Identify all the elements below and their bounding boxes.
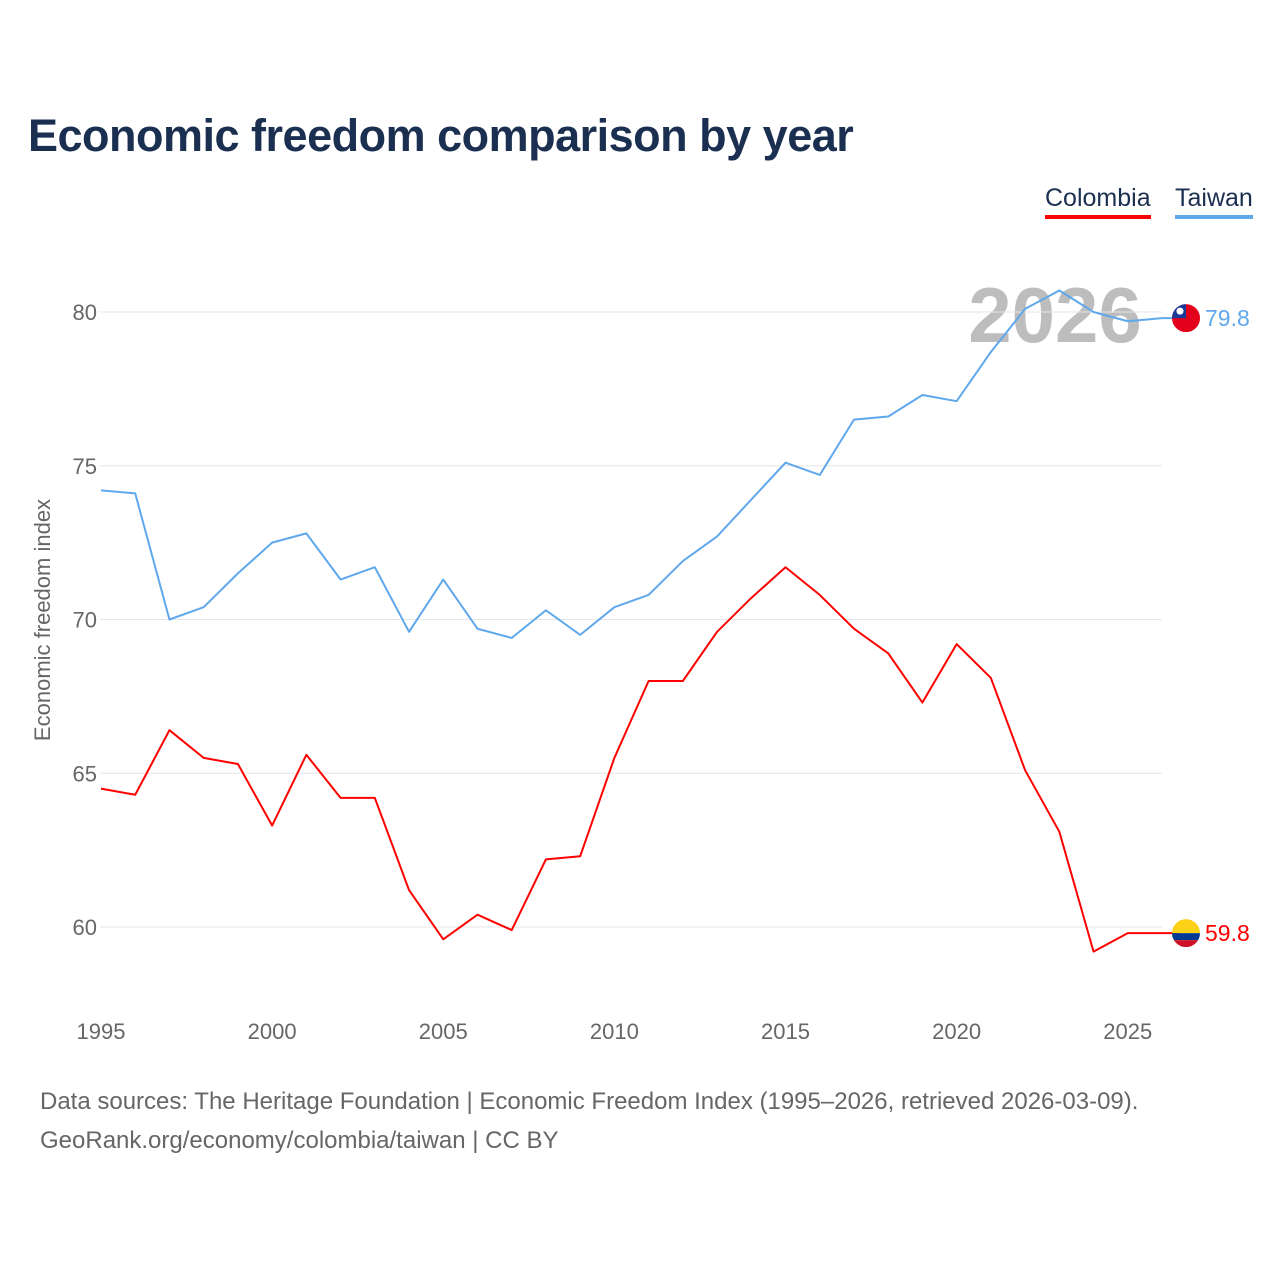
chart-title: Economic freedom comparison by year [28, 110, 854, 161]
source-line-1: Data sources: The Heritage Foundation | … [40, 1088, 1139, 1115]
x-tick-label: 2005 [419, 1019, 468, 1044]
y-tick-label: 80 [73, 300, 97, 325]
taiwan-flag-icon [1172, 304, 1200, 333]
colombia-flag-icon [1172, 919, 1200, 948]
end-value-label: 59.8 [1205, 920, 1250, 946]
watermark-year: 2026 [968, 271, 1142, 359]
y-tick-label: 75 [73, 454, 97, 479]
series-line-colombia [100, 566, 1162, 953]
y-tick-label: 60 [73, 915, 97, 940]
x-tick-label: 2010 [590, 1019, 639, 1044]
x-tick-label: 2015 [761, 1019, 810, 1044]
y-tick-label: 70 [73, 608, 97, 633]
series-line-taiwan [100, 289, 1163, 639]
end-value-label: 79.8 [1205, 305, 1250, 331]
y-axis-label: Economic freedom index [30, 499, 55, 741]
legend-taiwan[interactable]: Taiwan [1175, 184, 1253, 219]
y-tick-label: 65 [73, 761, 97, 786]
legend-colombia[interactable]: Colombia [1045, 184, 1151, 219]
x-tick-label: 1995 [77, 1019, 126, 1044]
x-tick-label: 2020 [932, 1019, 981, 1044]
source-line-2[interactable]: GeoRank.org/economy/colombia/taiwan | CC… [40, 1127, 559, 1154]
x-tick-label: 2000 [248, 1019, 297, 1044]
x-tick-label: 2025 [1103, 1019, 1152, 1044]
